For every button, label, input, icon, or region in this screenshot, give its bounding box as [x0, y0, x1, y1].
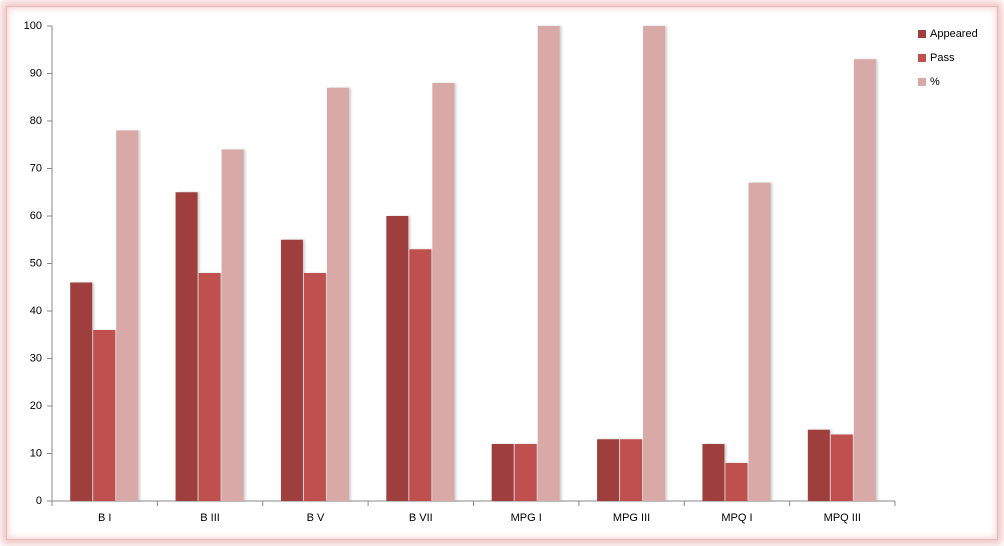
- bar: [221, 149, 244, 501]
- legend-label: Appeared: [930, 28, 978, 40]
- x-tick-label: MPG I: [511, 512, 542, 524]
- legend-swatch: [918, 30, 926, 38]
- y-tick-label: 0: [36, 495, 42, 507]
- y-tick-label: 100: [24, 20, 42, 32]
- bar: [830, 434, 853, 501]
- bar: [748, 182, 771, 501]
- legend-label: %: [930, 76, 940, 88]
- x-tick-label: MPG III: [613, 512, 650, 524]
- bar: [198, 273, 221, 501]
- x-tick-label: B V: [307, 512, 325, 524]
- bar: [93, 330, 116, 501]
- y-tick-label: 40: [30, 305, 42, 317]
- bar: [702, 444, 725, 501]
- bar: [643, 26, 666, 501]
- y-tick-label: 10: [30, 447, 42, 459]
- bar: [280, 239, 303, 501]
- y-tick-label: 30: [30, 352, 42, 364]
- x-tick-label: MPQ III: [824, 512, 861, 524]
- bar: [432, 83, 455, 501]
- bar: [326, 87, 349, 501]
- bar: [175, 192, 198, 501]
- y-tick-label: 50: [30, 257, 42, 269]
- x-tick-label: B I: [98, 512, 111, 524]
- bar: [537, 26, 560, 501]
- bar: [70, 282, 93, 501]
- bar: [597, 439, 620, 501]
- x-tick-label: B III: [200, 512, 220, 524]
- bar: [303, 273, 326, 501]
- bar: [620, 439, 643, 501]
- y-tick-label: 90: [30, 67, 42, 79]
- bar: [853, 59, 876, 501]
- bar: [409, 249, 432, 501]
- x-tick-label: MPQ I: [721, 512, 752, 524]
- y-tick-label: 70: [30, 162, 42, 174]
- y-tick-label: 80: [30, 115, 42, 127]
- bar: [116, 130, 139, 501]
- bar: [491, 444, 514, 501]
- bar: [386, 216, 409, 501]
- bar: [725, 463, 748, 501]
- bar: [514, 444, 537, 501]
- bar: [807, 429, 830, 501]
- legend-swatch: [918, 78, 926, 86]
- legend-label: Pass: [930, 52, 955, 64]
- x-tick-label: B VII: [409, 512, 433, 524]
- y-tick-label: 20: [30, 400, 42, 412]
- y-tick-label: 60: [30, 210, 42, 222]
- legend-swatch: [918, 54, 926, 62]
